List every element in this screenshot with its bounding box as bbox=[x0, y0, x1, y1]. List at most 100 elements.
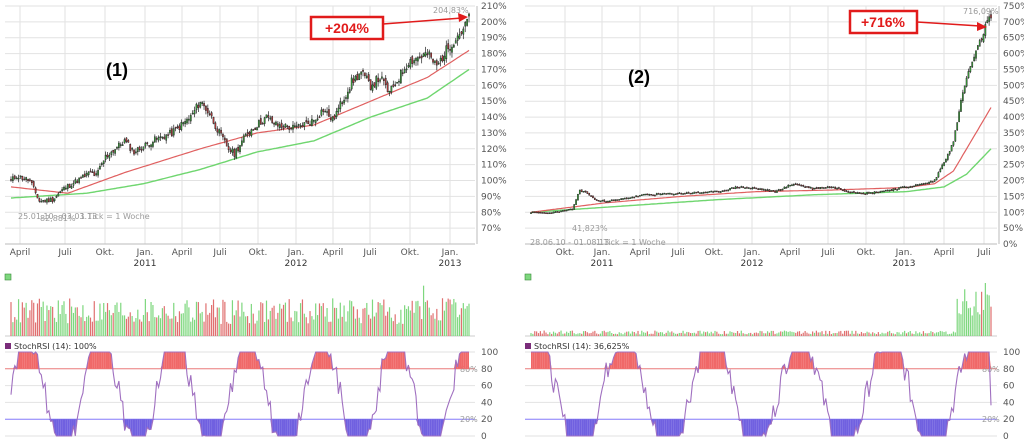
volume-bar bbox=[209, 312, 211, 336]
stoch-overbought-fill bbox=[103, 352, 106, 369]
candle bbox=[25, 177, 27, 180]
volume-bar bbox=[956, 298, 958, 336]
stoch-oversold-fill bbox=[219, 419, 222, 436]
candle bbox=[847, 191, 850, 193]
volume-bar bbox=[264, 321, 266, 336]
volume-bar bbox=[468, 303, 470, 336]
stoch-overbought-fill bbox=[240, 352, 242, 369]
stoch-oversold-fill bbox=[681, 419, 684, 434]
volume-bar bbox=[872, 332, 874, 336]
candle bbox=[112, 149, 115, 153]
candle bbox=[950, 145, 953, 152]
stoch-overbought-fill bbox=[315, 352, 318, 369]
volume-bar bbox=[611, 333, 613, 336]
volume-bar bbox=[768, 332, 771, 336]
indicator-tick-label: 100 bbox=[481, 348, 498, 358]
stoch-oversold-fill bbox=[745, 419, 747, 436]
candle bbox=[744, 187, 746, 189]
volume-bar bbox=[231, 300, 234, 336]
stoch-overbought-fill bbox=[183, 352, 186, 369]
candle bbox=[791, 184, 793, 187]
volume-bar bbox=[551, 333, 553, 336]
volume-bar bbox=[192, 317, 194, 336]
candle bbox=[343, 99, 345, 104]
stoch-oversold-fill bbox=[855, 419, 858, 433]
candle bbox=[794, 183, 797, 185]
stoch-overbought-fill bbox=[463, 352, 466, 369]
stoch-oversold-fill bbox=[837, 419, 839, 436]
candle bbox=[252, 129, 255, 131]
candle bbox=[114, 149, 116, 154]
volume-bar bbox=[695, 333, 697, 336]
candle bbox=[356, 73, 359, 81]
volume-bar bbox=[746, 334, 748, 336]
volume-bar bbox=[569, 330, 572, 336]
volume-bar bbox=[830, 334, 833, 336]
candle bbox=[793, 184, 795, 186]
candle bbox=[377, 77, 380, 83]
candle bbox=[250, 129, 253, 136]
volume-bar bbox=[197, 302, 199, 336]
candle bbox=[682, 193, 684, 195]
stoch-overbought-fill bbox=[92, 352, 95, 369]
candle bbox=[586, 191, 589, 194]
volume-bar bbox=[541, 333, 543, 336]
volume-bar bbox=[967, 308, 970, 336]
volume-bar bbox=[82, 305, 84, 336]
volume-bar bbox=[892, 333, 894, 336]
x-tick-label: April bbox=[172, 248, 193, 258]
volume-bar bbox=[622, 334, 624, 336]
volume-bar bbox=[396, 324, 398, 336]
volume-bar bbox=[537, 333, 540, 336]
candle bbox=[246, 132, 249, 135]
candle bbox=[697, 191, 699, 194]
candle bbox=[150, 144, 152, 147]
volume-bar bbox=[95, 320, 97, 336]
volume-bar bbox=[118, 311, 120, 336]
volume-bar bbox=[781, 331, 784, 336]
stoch-overbought-fill bbox=[882, 352, 884, 369]
candle bbox=[303, 122, 306, 127]
volume-bar bbox=[152, 305, 154, 336]
candle bbox=[823, 187, 825, 189]
candle bbox=[318, 116, 321, 118]
volume-bar bbox=[458, 314, 461, 336]
volume-bar bbox=[920, 333, 923, 336]
stoch-oversold-fill bbox=[277, 419, 280, 436]
volume-bar bbox=[875, 334, 878, 336]
volume-bar bbox=[281, 308, 283, 336]
candle bbox=[271, 116, 274, 123]
stoch-oversold-fill bbox=[60, 419, 63, 436]
candle bbox=[286, 125, 289, 128]
volume-bar bbox=[466, 306, 468, 336]
volume-bar bbox=[949, 333, 951, 336]
volume-bar bbox=[812, 331, 814, 336]
stoch-overbought-fill bbox=[540, 352, 543, 369]
stoch-overbought-fill bbox=[319, 352, 322, 369]
x-tick-label: Okt. bbox=[556, 248, 575, 258]
volume-bar bbox=[50, 306, 52, 336]
stoch-overbought-fill bbox=[109, 352, 112, 369]
volume-bar bbox=[108, 310, 111, 336]
volume-bar bbox=[140, 321, 143, 336]
stoch-oversold-fill bbox=[761, 419, 764, 436]
candle bbox=[813, 187, 816, 190]
candle bbox=[335, 111, 338, 118]
volume-bar bbox=[146, 312, 148, 336]
stoch-oversold-fill bbox=[662, 419, 665, 436]
volume-bar bbox=[673, 332, 675, 336]
y-tick-label: 100% bbox=[1003, 208, 1024, 218]
candle bbox=[926, 182, 929, 185]
volume-bar bbox=[603, 330, 605, 336]
candle bbox=[849, 191, 852, 194]
candle bbox=[324, 110, 327, 113]
indicator-tick-label: 60 bbox=[481, 382, 493, 392]
volume-bar bbox=[379, 302, 381, 336]
candle bbox=[753, 187, 756, 189]
volume-bar bbox=[239, 316, 241, 336]
volume-bar bbox=[849, 333, 851, 336]
y-tick-label: 0% bbox=[1003, 240, 1018, 250]
candle bbox=[375, 76, 378, 89]
candle bbox=[575, 199, 577, 205]
candle bbox=[19, 175, 22, 177]
